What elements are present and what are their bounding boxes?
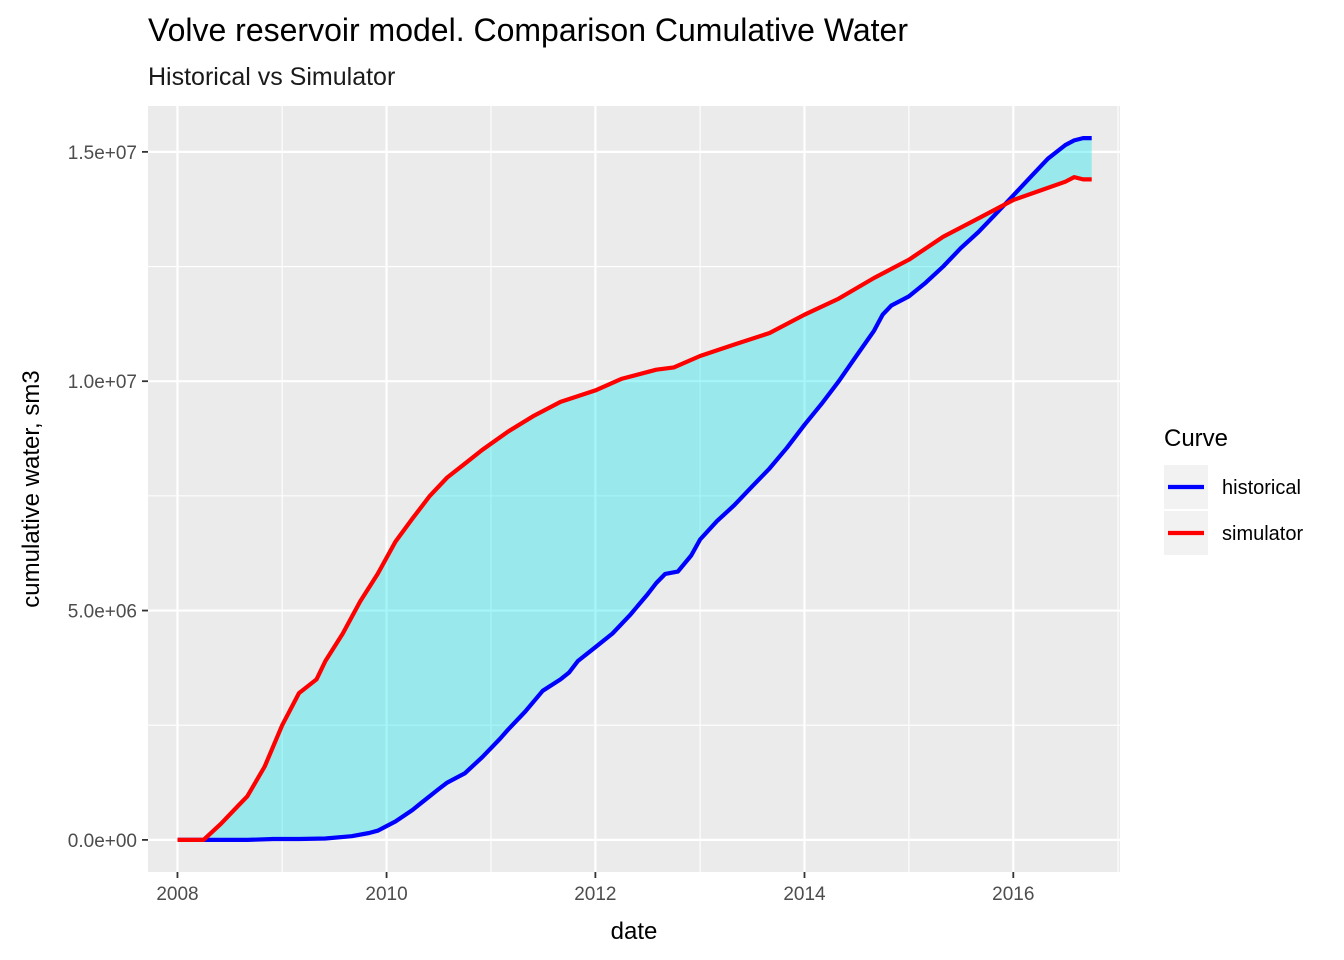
y-tick-label: 1.5e+07	[68, 143, 137, 164]
y-axis-title: cumulative water, sm3	[18, 370, 45, 607]
legend-item-simulator: simulator	[1164, 511, 1303, 555]
chart-title: Volve reservoir model. Comparison Cumula…	[148, 12, 908, 48]
axes: 0.0e+00 5.0e+06 1.0e+07 1.5e+07 2008 2010 2012…	[68, 143, 1035, 905]
legend-items: historical simulator	[1164, 465, 1303, 555]
series-line-historical	[177, 136, 1092, 843]
x-tick-label: 2014	[783, 884, 826, 905]
x-tick-label: 2010	[365, 884, 407, 905]
x-axis-title: date	[611, 918, 658, 945]
legend-title: Curve	[1164, 425, 1228, 452]
x-tick-label: 2012	[574, 884, 616, 905]
ribbon-fill	[177, 138, 1092, 840]
legend: Curve historical simulator	[1164, 425, 1303, 555]
plot-panel	[148, 106, 1120, 872]
legend-label-historical: historical	[1222, 477, 1301, 499]
legend-item-historical: historical	[1164, 465, 1301, 509]
ribbon-area	[177, 138, 1092, 840]
y-tick-label: 1.0e+07	[68, 372, 137, 393]
legend-label-simulator: simulator	[1222, 523, 1303, 545]
x-tick-label: 2008	[156, 884, 198, 905]
chart-subtitle: Historical vs Simulator	[148, 63, 395, 91]
series-line-simulator	[177, 175, 1092, 843]
series-lines	[177, 136, 1092, 843]
x-tick-label: 2016	[992, 884, 1034, 905]
y-tick-label: 5.0e+06	[68, 602, 137, 623]
y-tick-label: 0.0e+00	[68, 831, 137, 852]
